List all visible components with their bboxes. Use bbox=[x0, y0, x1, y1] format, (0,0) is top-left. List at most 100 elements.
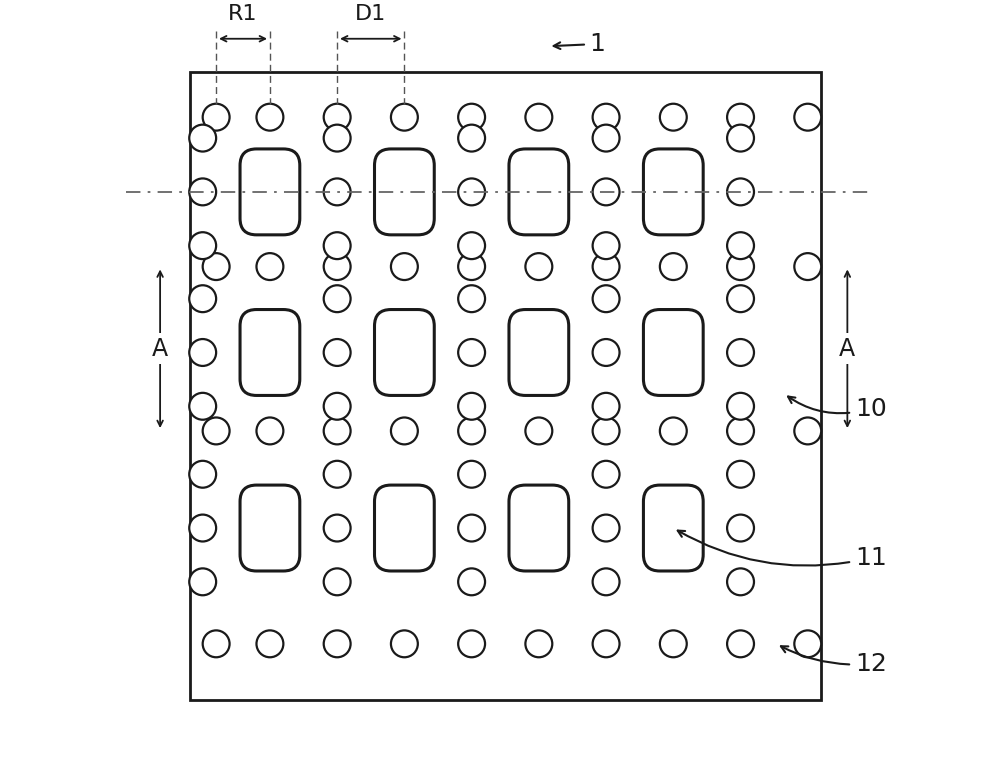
Circle shape bbox=[324, 232, 351, 259]
Circle shape bbox=[458, 339, 485, 366]
Circle shape bbox=[189, 339, 216, 366]
Circle shape bbox=[189, 178, 216, 205]
FancyBboxPatch shape bbox=[643, 485, 703, 571]
Circle shape bbox=[189, 461, 216, 488]
Circle shape bbox=[458, 178, 485, 205]
Circle shape bbox=[458, 461, 485, 488]
Circle shape bbox=[324, 418, 351, 444]
Circle shape bbox=[525, 103, 552, 131]
Circle shape bbox=[324, 393, 351, 420]
FancyBboxPatch shape bbox=[375, 485, 434, 571]
Circle shape bbox=[189, 285, 216, 312]
FancyBboxPatch shape bbox=[643, 149, 703, 235]
Text: A: A bbox=[152, 337, 168, 361]
Circle shape bbox=[727, 630, 754, 658]
Circle shape bbox=[458, 514, 485, 542]
Circle shape bbox=[458, 418, 485, 444]
Circle shape bbox=[525, 253, 552, 280]
Circle shape bbox=[593, 285, 620, 312]
Text: R1: R1 bbox=[228, 4, 258, 24]
FancyBboxPatch shape bbox=[643, 310, 703, 396]
Circle shape bbox=[189, 393, 216, 420]
Circle shape bbox=[256, 253, 283, 280]
Circle shape bbox=[324, 339, 351, 366]
FancyBboxPatch shape bbox=[375, 149, 434, 235]
Circle shape bbox=[189, 125, 216, 151]
Circle shape bbox=[727, 125, 754, 151]
Circle shape bbox=[324, 630, 351, 658]
Circle shape bbox=[458, 285, 485, 312]
Circle shape bbox=[458, 568, 485, 595]
Circle shape bbox=[525, 418, 552, 444]
Text: 11: 11 bbox=[678, 530, 887, 570]
Circle shape bbox=[660, 253, 687, 280]
Circle shape bbox=[593, 418, 620, 444]
Circle shape bbox=[324, 125, 351, 151]
Circle shape bbox=[660, 103, 687, 131]
Circle shape bbox=[391, 103, 418, 131]
Circle shape bbox=[324, 514, 351, 542]
Circle shape bbox=[256, 103, 283, 131]
Circle shape bbox=[189, 232, 216, 259]
Circle shape bbox=[458, 103, 485, 131]
Circle shape bbox=[189, 514, 216, 542]
Circle shape bbox=[794, 630, 821, 658]
Circle shape bbox=[794, 253, 821, 280]
Circle shape bbox=[189, 568, 216, 595]
Circle shape bbox=[660, 418, 687, 444]
Text: D1: D1 bbox=[355, 4, 386, 24]
FancyBboxPatch shape bbox=[240, 149, 300, 235]
Circle shape bbox=[727, 568, 754, 595]
Circle shape bbox=[324, 103, 351, 131]
Circle shape bbox=[203, 630, 230, 658]
Circle shape bbox=[525, 630, 552, 658]
Circle shape bbox=[203, 253, 230, 280]
Circle shape bbox=[256, 418, 283, 444]
Bar bbox=[190, 72, 821, 700]
Circle shape bbox=[727, 418, 754, 444]
Circle shape bbox=[727, 178, 754, 205]
Circle shape bbox=[727, 461, 754, 488]
Circle shape bbox=[391, 418, 418, 444]
Circle shape bbox=[391, 253, 418, 280]
Circle shape bbox=[593, 568, 620, 595]
Text: A: A bbox=[839, 337, 855, 361]
Circle shape bbox=[458, 232, 485, 259]
FancyBboxPatch shape bbox=[240, 310, 300, 396]
Circle shape bbox=[727, 339, 754, 366]
Circle shape bbox=[324, 461, 351, 488]
Circle shape bbox=[593, 393, 620, 420]
Circle shape bbox=[324, 568, 351, 595]
Circle shape bbox=[593, 232, 620, 259]
Circle shape bbox=[727, 285, 754, 312]
FancyBboxPatch shape bbox=[509, 485, 569, 571]
Circle shape bbox=[727, 253, 754, 280]
Circle shape bbox=[727, 232, 754, 259]
Circle shape bbox=[458, 393, 485, 420]
Circle shape bbox=[324, 285, 351, 312]
Circle shape bbox=[593, 461, 620, 488]
Circle shape bbox=[593, 339, 620, 366]
Circle shape bbox=[203, 103, 230, 131]
FancyBboxPatch shape bbox=[375, 310, 434, 396]
Circle shape bbox=[593, 630, 620, 658]
FancyBboxPatch shape bbox=[240, 485, 300, 571]
Circle shape bbox=[324, 178, 351, 205]
Circle shape bbox=[593, 178, 620, 205]
Circle shape bbox=[458, 630, 485, 658]
Circle shape bbox=[794, 103, 821, 131]
Circle shape bbox=[593, 253, 620, 280]
Circle shape bbox=[593, 103, 620, 131]
Text: 12: 12 bbox=[781, 646, 887, 676]
Circle shape bbox=[458, 125, 485, 151]
Text: 10: 10 bbox=[788, 396, 887, 421]
Circle shape bbox=[458, 253, 485, 280]
Circle shape bbox=[727, 393, 754, 420]
Circle shape bbox=[324, 253, 351, 280]
FancyBboxPatch shape bbox=[509, 310, 569, 396]
Circle shape bbox=[203, 418, 230, 444]
Circle shape bbox=[256, 630, 283, 658]
Circle shape bbox=[727, 514, 754, 542]
Circle shape bbox=[727, 103, 754, 131]
Circle shape bbox=[391, 630, 418, 658]
